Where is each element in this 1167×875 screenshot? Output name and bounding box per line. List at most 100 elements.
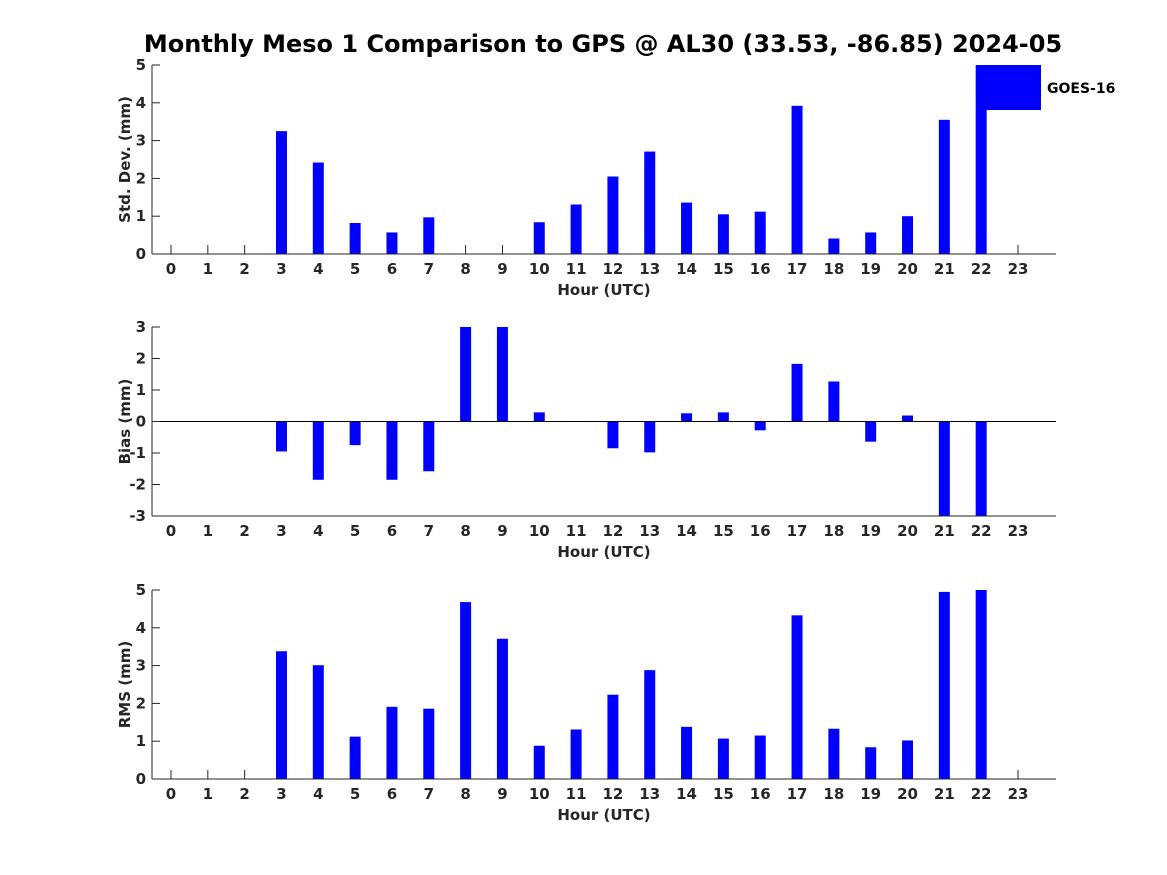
x-tick-label: 23 — [1008, 260, 1029, 278]
y-axis-label: RMS (mm) — [116, 641, 134, 728]
x-tick-label: 4 — [313, 785, 323, 803]
y-tick-label: 1 — [136, 381, 146, 399]
x-tick-label: 6 — [387, 260, 397, 278]
legend: GOES-16 — [977, 65, 1115, 110]
bar-2-18 — [828, 381, 840, 422]
x-tick-label: 9 — [497, 785, 507, 803]
x-tick-label: 17 — [787, 785, 808, 803]
x-tick-label: 7 — [424, 785, 434, 803]
x-tick-label: 3 — [276, 785, 286, 803]
x-tick-label: 8 — [460, 260, 470, 278]
bar-2-4 — [312, 421, 324, 480]
bar-3-15 — [717, 738, 729, 779]
bar-1-14 — [681, 202, 693, 254]
bar-2-21 — [938, 421, 950, 516]
bar-3-4 — [312, 665, 324, 779]
x-tick-label: 21 — [934, 260, 955, 278]
x-tick-label: 10 — [529, 522, 550, 540]
y-tick-label: 0 — [136, 413, 146, 431]
bar-1-22 — [975, 65, 987, 254]
bar-3-11 — [570, 729, 582, 779]
bar-2-12 — [607, 421, 619, 449]
x-tick-label: 8 — [460, 522, 470, 540]
x-tick-label: 11 — [566, 260, 587, 278]
bar-2-7 — [423, 421, 435, 472]
x-tick-label: 5 — [350, 522, 360, 540]
bar-1-21 — [938, 119, 950, 254]
x-tick-label: 15 — [713, 522, 734, 540]
y-tick-label: 0 — [136, 770, 146, 788]
bar-3-21 — [938, 591, 950, 779]
x-tick-label: 3 — [276, 522, 286, 540]
x-tick-label: 13 — [639, 522, 660, 540]
x-tick-label: 19 — [860, 785, 881, 803]
bar-1-6 — [386, 232, 398, 254]
bar-3-13 — [644, 670, 656, 779]
x-tick-label: 21 — [934, 785, 955, 803]
bar-1-20 — [902, 216, 914, 254]
x-tick-label: 5 — [350, 260, 360, 278]
y-tick-label: 3 — [136, 657, 146, 675]
x-tick-label: 23 — [1008, 785, 1029, 803]
y-tick-label: 2 — [136, 694, 146, 712]
bar-1-4 — [312, 162, 324, 254]
x-tick-label: 2 — [239, 522, 249, 540]
y-tick-label: -3 — [129, 507, 146, 525]
bar-3-6 — [386, 706, 398, 779]
x-tick-label: 18 — [823, 785, 844, 803]
x-tick-label: 11 — [566, 785, 587, 803]
bar-1-16 — [754, 211, 766, 254]
y-tick-label: 0 — [136, 245, 146, 263]
x-tick-label: 1 — [203, 785, 213, 803]
x-tick-label: 19 — [860, 260, 881, 278]
x-tick-label: 18 — [823, 260, 844, 278]
bar-2-19 — [865, 421, 877, 442]
x-tick-label: 15 — [713, 260, 734, 278]
bar-2-14 — [681, 413, 693, 422]
x-tick-label: 22 — [971, 522, 992, 540]
y-tick-label: 4 — [136, 619, 146, 637]
x-axis-label: Hour (UTC) — [557, 806, 650, 824]
bar-1-19 — [865, 232, 877, 254]
x-tick-label: 13 — [639, 260, 660, 278]
x-tick-label: 1 — [203, 522, 213, 540]
bar-1-3 — [275, 131, 287, 254]
bar-2-9 — [496, 327, 508, 422]
bar-1-15 — [717, 214, 729, 254]
y-tick-label: 2 — [136, 169, 146, 187]
x-tick-label: 4 — [313, 260, 323, 278]
x-tick-label: 9 — [497, 260, 507, 278]
x-tick-label: 12 — [602, 522, 623, 540]
bar-3-22 — [975, 590, 987, 779]
x-tick-label: 16 — [750, 260, 771, 278]
bar-1-7 — [423, 217, 435, 254]
x-tick-label: 14 — [676, 785, 697, 803]
x-tick-label: 1 — [203, 260, 213, 278]
bar-2-13 — [644, 421, 656, 453]
bar-2-22 — [975, 421, 987, 516]
bar-1-12 — [607, 176, 619, 254]
bar-2-5 — [349, 421, 361, 446]
bar-1-5 — [349, 223, 361, 254]
x-tick-label: 6 — [387, 522, 397, 540]
bar-3-12 — [607, 694, 619, 779]
x-tick-label: 0 — [166, 522, 176, 540]
x-tick-label: 22 — [971, 785, 992, 803]
x-tick-label: 7 — [424, 522, 434, 540]
x-tick-label: 17 — [787, 260, 808, 278]
bar-2-16 — [754, 421, 766, 431]
bar-3-16 — [754, 735, 766, 779]
bar-1-10 — [533, 222, 545, 254]
x-tick-label: 23 — [1008, 522, 1029, 540]
y-tick-label: 2 — [136, 350, 146, 368]
x-tick-label: 10 — [529, 785, 550, 803]
x-tick-label: 19 — [860, 522, 881, 540]
x-tick-label: 22 — [971, 260, 992, 278]
x-axis-label: Hour (UTC) — [557, 281, 650, 299]
y-tick-label: 5 — [136, 56, 146, 74]
y-tick-label: 1 — [136, 207, 146, 225]
x-tick-label: 13 — [639, 785, 660, 803]
